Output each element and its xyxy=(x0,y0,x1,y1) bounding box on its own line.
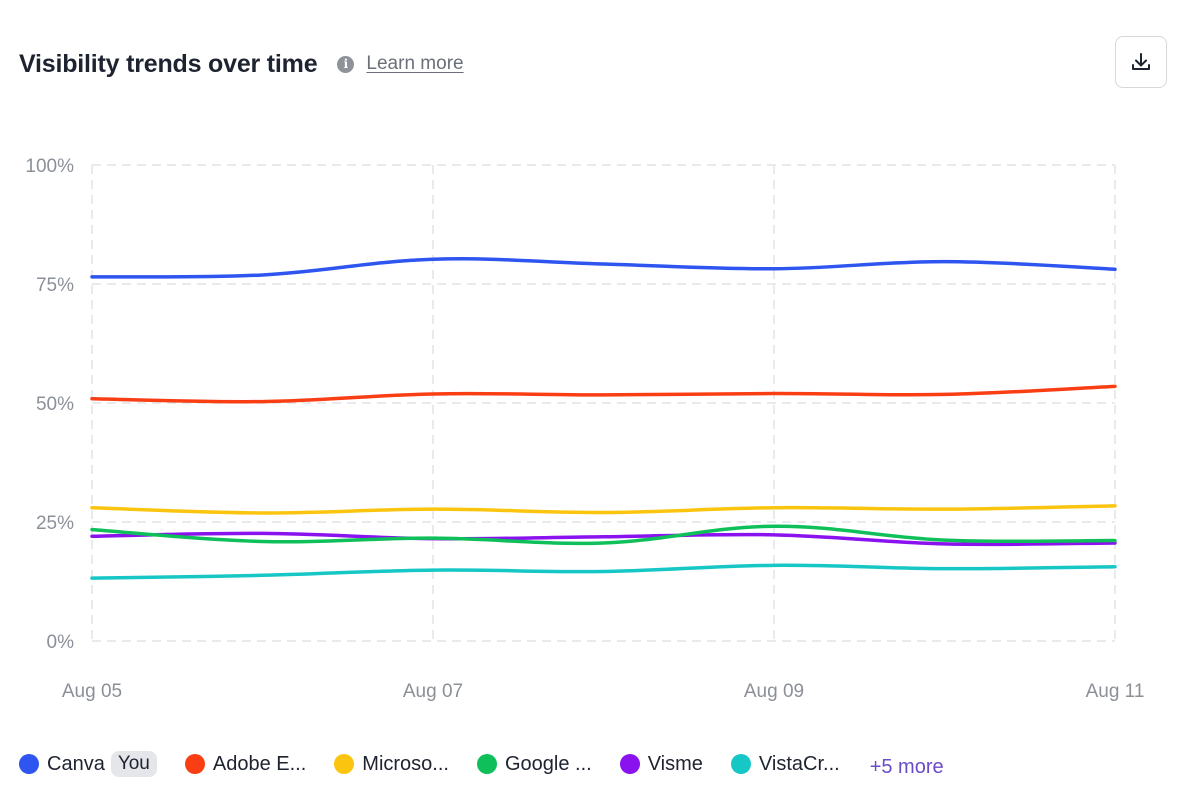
legend-label: Google ... xyxy=(504,752,592,775)
x-tick-label: Aug 09 xyxy=(744,681,804,702)
legend-label: Microso... xyxy=(362,752,449,775)
learn-more-link[interactable]: Learn more xyxy=(366,53,464,74)
legend-item-visme[interactable]: Visme xyxy=(619,752,703,776)
y-tick-label: 25% xyxy=(36,513,74,534)
legend-label: Canva xyxy=(47,752,105,775)
legend-label: VistaCr... xyxy=(758,752,840,775)
y-tick-label: 75% xyxy=(36,275,74,296)
series-line-google xyxy=(90,524,1117,546)
legend-label: Adobe E... xyxy=(212,752,307,775)
legend-item-vistacreate[interactable]: VistaCr... xyxy=(730,752,840,776)
y-tick-label: 0% xyxy=(47,632,75,653)
series-line-vistacr xyxy=(90,563,1117,580)
series-line-canva xyxy=(90,257,1117,279)
info-icon[interactable]: i xyxy=(337,55,355,73)
legend-item-adobe[interactable]: Adobe E... xyxy=(184,752,307,776)
legend-item-microsoft[interactable]: Microso... xyxy=(334,753,449,776)
series-line-adobe-e xyxy=(90,384,1117,404)
legend-dot xyxy=(184,754,205,774)
legend-dot xyxy=(730,754,751,774)
x-tick-label: Aug 07 xyxy=(403,681,463,702)
x-tick-label: Aug 05 xyxy=(62,681,122,702)
series-line-visme xyxy=(90,531,1117,547)
x-tick-label: Aug 11 xyxy=(1086,681,1145,702)
y-tick-label: 50% xyxy=(36,394,74,415)
you-badge: You xyxy=(110,751,157,777)
line-chart: 100% 75% 50% 25% 0% Aug 05 Aug 07 Aug 09 Aug 11 xyxy=(25,156,1145,702)
download-icon xyxy=(1132,53,1150,70)
legend-dot xyxy=(334,754,355,774)
legend-item-canva[interactable]: Canva You xyxy=(19,751,157,777)
chart-legend: Canva You Adobe E... Microso... Google .… xyxy=(19,748,944,780)
legend-dot xyxy=(476,754,497,774)
legend-dot xyxy=(619,754,640,774)
legend-dot xyxy=(19,754,39,774)
download-button[interactable] xyxy=(1115,36,1167,88)
legend-label: Visme xyxy=(647,752,703,775)
y-tick-label: 100% xyxy=(25,156,74,177)
series-line-microso xyxy=(90,504,1117,515)
chart-header: Visibility trends over time i Learn more xyxy=(19,40,464,88)
more-competitors-link[interactable]: +5 more xyxy=(869,755,944,778)
legend-item-google[interactable]: Google ... xyxy=(476,752,592,776)
chart-title: Visibility trends over time xyxy=(19,49,318,78)
